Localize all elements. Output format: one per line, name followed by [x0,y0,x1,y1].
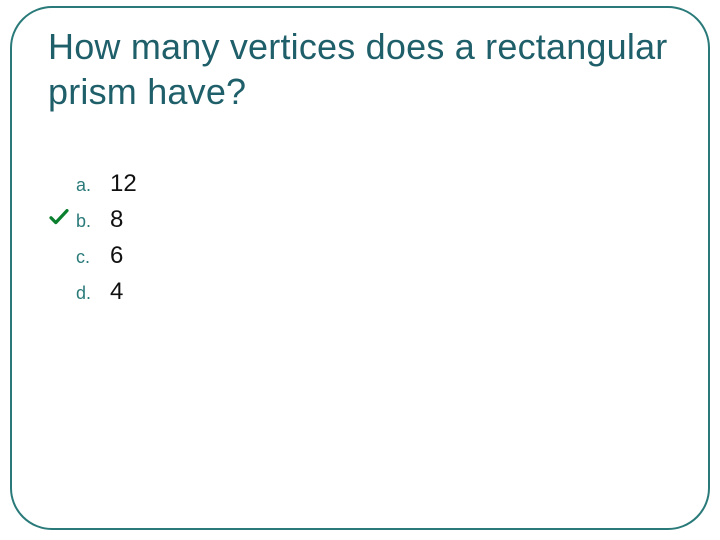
check-slot [48,172,70,190]
question-text: How many vertices does a rectangular pri… [48,24,672,114]
check-slot [48,280,70,298]
option-letter: a. [76,175,110,196]
option-letter: b. [76,211,110,232]
option-letter: d. [76,283,110,304]
option-text: 6 [110,242,123,270]
option-row: d. 4 [76,278,672,306]
option-text: 4 [110,278,123,306]
option-row: c. 6 [76,242,672,270]
option-letter: c. [76,247,110,268]
option-row: a. 12 [76,170,672,198]
option-text: 12 [110,170,137,198]
check-slot [48,244,70,262]
option-text: 8 [110,206,123,234]
question-card: How many vertices does a rectangular pri… [10,6,710,530]
checkmark-icon [49,209,69,225]
option-row: b. 8 [76,206,672,234]
options-list: a. 12 b. 8 c. 6 d. 4 [76,170,672,306]
check-slot [48,208,70,226]
